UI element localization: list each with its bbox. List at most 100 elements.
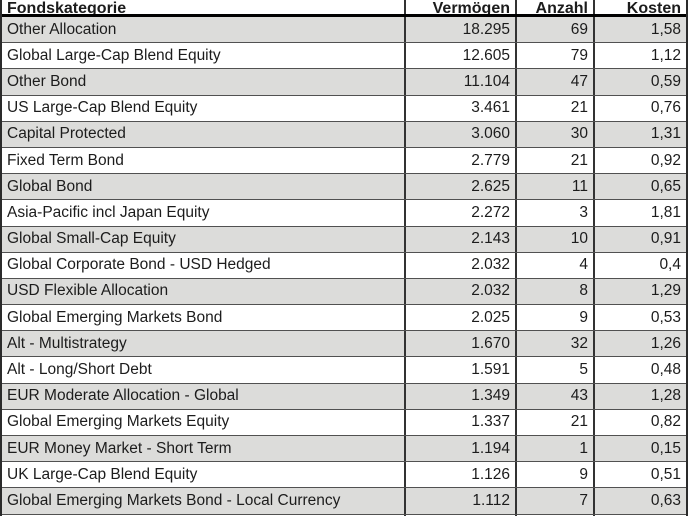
cell-fondskategorie[interactable]: Global Small-Cap Equity (2, 226, 406, 252)
cell-vermoegen[interactable]: 18.295 (406, 17, 517, 43)
cell-kosten[interactable]: 0,59 (650, 72, 681, 90)
column-header-label: Kosten (626, 0, 681, 15)
cell-fondskategorie[interactable]: Global Corporate Bond - USD Hedged (2, 252, 406, 278)
column-header-anzahl[interactable]: Anzahl (517, 0, 595, 14)
cell-vermoegen[interactable]: 1.670 (406, 331, 517, 357)
cell-vermoegen[interactable]: 2.272 (406, 200, 517, 226)
cell-kosten[interactable]: 1,28 (650, 387, 681, 405)
cell-fondskategorie[interactable]: EUR Flexible Allocation - Global (2, 514, 406, 516)
cell-vermoegen[interactable]: 1.349 (406, 383, 517, 409)
cell-anzahl[interactable]: 9 (517, 462, 595, 488)
cell-kosten[interactable]: 0,48 (650, 361, 681, 379)
cell-anzahl[interactable]: 9 (517, 305, 595, 331)
cell-fondskategorie[interactable]: Fixed Term Bond (2, 147, 406, 174)
cell-fondskategorie[interactable]: Other Allocation (2, 17, 406, 43)
cell-anzahl[interactable]: 21 (517, 147, 595, 174)
cell-kosten[interactable]: 0,4 (659, 256, 681, 274)
cell-anzahl[interactable]: 32 (517, 331, 595, 357)
cell-fondskategorie[interactable]: EUR Money Market - Short Term (2, 436, 406, 462)
cell-anzahl[interactable]: 4 (517, 252, 595, 278)
table-row: EUR Moderate Allocation - Global 1.349 43 1… (2, 383, 686, 410)
table-row: Global Emerging Markets Equity 1.337 21 0,8… (2, 409, 686, 436)
cell-anzahl[interactable]: 8 (517, 278, 595, 305)
cell-vermoegen[interactable]: 2.025 (406, 305, 517, 331)
cell-anzahl[interactable]: 47 (517, 69, 595, 95)
cell-fondskategorie[interactable]: USD Flexible Allocation (2, 278, 406, 305)
table-row: Global Large-Cap Blend Equity 12.605 79 1,1… (2, 43, 686, 70)
cell-anzahl[interactable]: 10 (517, 226, 595, 252)
cell-fondskategorie[interactable]: Global Emerging Markets Bond (2, 305, 406, 331)
cell-anzahl[interactable]: 79 (517, 43, 595, 69)
cell-kosten[interactable]: 0,76 (650, 99, 681, 117)
cell-fondskategorie[interactable]: Global Bond (2, 174, 406, 200)
cell-fondskategorie[interactable]: Other Bond (2, 69, 406, 95)
cell-vermoegen[interactable]: 1.112 (406, 488, 517, 514)
table-row: Alt - Long/Short Debt 1.591 5 0,48 (2, 357, 686, 384)
table-row: EUR Money Market - Short Term 1.194 1 0,15 (2, 436, 686, 463)
cell-fondskategorie[interactable]: Global Emerging Markets Equity (2, 409, 406, 435)
column-header-label: Anzahl (535, 0, 588, 15)
cell-fondskategorie[interactable]: Alt - Multistrategy (2, 331, 406, 357)
cell-fondskategorie[interactable]: EUR Moderate Allocation - Global (2, 383, 406, 409)
cell-fondskategorie[interactable]: US Large-Cap Blend Equity (2, 95, 406, 121)
cell-vermoegen[interactable]: 1.126 (406, 462, 517, 488)
cell-vermoegen[interactable]: 1.591 (406, 357, 517, 383)
cell-fondskategorie[interactable]: Global Large-Cap Blend Equity (2, 43, 406, 69)
cell-anzahl[interactable]: 3 (517, 200, 595, 226)
cell-fondskategorie[interactable]: Asia-Pacific incl Japan Equity (2, 200, 406, 226)
column-header-fondskategorie[interactable]: Fondskategorie (2, 0, 406, 14)
cell-kosten[interactable]: 1,81 (650, 203, 681, 221)
cell-kosten[interactable]: 1,58 (650, 20, 681, 38)
cell-vermoegen[interactable]: 2.143 (406, 226, 517, 252)
cell-vermoegen[interactable]: 12.605 (406, 43, 517, 69)
cell-kosten[interactable]: 1,29 (650, 282, 681, 300)
cell-vermoegen[interactable]: 2.779 (406, 147, 517, 174)
cell-vermoegen[interactable]: 1.337 (406, 409, 517, 435)
column-header-label: Fondskategorie (7, 0, 127, 15)
cell-anzahl[interactable]: 69 (517, 17, 595, 43)
table-row: Global Small-Cap Equity 2.143 10 0,91 (2, 226, 686, 253)
cell-vermoegen[interactable]: 3.060 (406, 121, 517, 147)
cell-anzahl[interactable]: 70 (517, 514, 595, 516)
cell-anzahl[interactable]: 21 (517, 409, 595, 435)
cell-vermoegen[interactable]: 11.104 (406, 69, 517, 95)
cell-anzahl[interactable]: 21 (517, 95, 595, 121)
cell-kosten[interactable]: 0,53 (650, 308, 681, 326)
cell-kosten[interactable]: 0,51 (650, 465, 681, 483)
cell-anzahl[interactable]: 43 (517, 383, 595, 409)
table-row: USD Flexible Allocation 2.032 8 1,29 (2, 278, 686, 306)
cell-kosten[interactable]: 1,31 (650, 125, 681, 143)
cell-kosten[interactable]: 0,15 (650, 439, 681, 457)
cell-vermoegen[interactable]: 1.194 (406, 436, 517, 462)
table-row: UK Large-Cap Blend Equity 1.126 9 0,51 (2, 462, 686, 489)
column-header-kosten[interactable]: Kosten (595, 0, 686, 15)
cell-fondskategorie[interactable]: Alt - Long/Short Debt (2, 357, 406, 383)
cell-anzahl[interactable]: 30 (517, 121, 595, 147)
cell-kosten[interactable]: 1,12 (650, 46, 681, 64)
cell-vermoegen[interactable]: 1.094 (406, 514, 517, 516)
cell-vermoegen[interactable]: 2.032 (406, 278, 517, 305)
cell-anzahl[interactable]: 7 (517, 488, 595, 514)
cell-kosten[interactable]: 0,91 (650, 230, 681, 248)
table-row: EUR Flexible Allocation - Global1.094701… (2, 514, 686, 516)
cell-kosten[interactable]: 0,92 (650, 151, 681, 169)
cell-vermoegen[interactable]: 2.032 (406, 252, 517, 278)
cell-fondskategorie[interactable]: UK Large-Cap Blend Equity (2, 462, 406, 488)
cell-fondskategorie[interactable]: Capital Protected (2, 121, 406, 147)
cell-kosten[interactable]: 0,82 (650, 413, 681, 431)
table-row: Asia-Pacific incl Japan Equity 2.272 3 1,81 (2, 200, 686, 227)
cell-anzahl[interactable]: 11 (517, 174, 595, 200)
cell-vermoegen[interactable]: 3.461 (406, 95, 517, 121)
cell-vermoegen[interactable]: 2.625 (406, 174, 517, 200)
column-header-vermoegen[interactable]: Vermögen (406, 0, 517, 14)
table-row: Global Emerging Markets Bond 2.025 9 0,53 (2, 305, 686, 332)
cell-anzahl[interactable]: 1 (517, 436, 595, 462)
table-row: Fixed Term Bond 2.779 21 0,92 (2, 147, 686, 175)
cell-fondskategorie[interactable]: Global Emerging Markets Bond - Local Cur… (2, 488, 406, 514)
cell-anzahl[interactable]: 5 (517, 357, 595, 383)
cell-kosten[interactable]: 0,63 (650, 491, 681, 509)
cell-kosten[interactable]: 1,26 (650, 334, 681, 352)
cell-kosten[interactable]: 0,65 (650, 177, 681, 195)
